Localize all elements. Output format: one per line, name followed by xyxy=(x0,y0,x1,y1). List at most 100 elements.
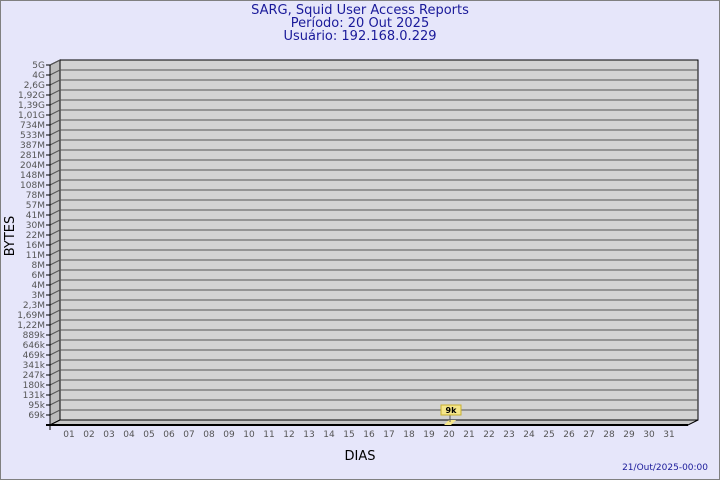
y-tick-label: 533M xyxy=(20,131,45,141)
y-tick-label: 1,22M xyxy=(17,321,45,331)
x-tick-label: 01 xyxy=(63,430,74,440)
y-tick-label: 180k xyxy=(23,381,46,391)
y-axis-label: BYTES xyxy=(3,216,18,257)
x-tick-label: 12 xyxy=(283,430,294,440)
gridline-side xyxy=(49,119,61,126)
gridline-side xyxy=(49,399,61,406)
gridline-side xyxy=(49,349,61,356)
gridline-side xyxy=(49,89,61,96)
x-tick-label: 27 xyxy=(583,430,594,440)
y-tick-label: 387M xyxy=(20,141,45,151)
gridline-side xyxy=(49,289,61,296)
gridline-side xyxy=(49,99,61,106)
y-tick-label: 1,39G xyxy=(18,101,45,111)
x-tick-label: 18 xyxy=(403,430,415,440)
y-tick-label: 1,92G xyxy=(18,91,45,101)
y-tick-label: 22M xyxy=(26,231,45,241)
gridline-side xyxy=(49,229,61,236)
y-tick-label: 646k xyxy=(23,341,46,351)
x-tick-label: 04 xyxy=(123,430,135,440)
y-tick-label: 1,01G xyxy=(18,111,45,121)
gridline-side xyxy=(49,359,61,366)
y-tick-label: 69k xyxy=(28,411,45,421)
x-tick-label: 16 xyxy=(363,430,375,440)
x-tick-label: 25 xyxy=(543,430,554,440)
bar xyxy=(444,420,456,425)
y-tick-label: 2,3M xyxy=(23,301,45,311)
y-tick-label: 889k xyxy=(23,331,46,341)
x-tick-label: 28 xyxy=(603,430,615,440)
gridline-side xyxy=(49,249,61,256)
gridline-side xyxy=(49,379,61,386)
y-tick-label: 5G xyxy=(32,61,45,71)
x-tick-label: 24 xyxy=(523,430,535,440)
x-tick-label: 17 xyxy=(383,430,394,440)
x-tick-label: 22 xyxy=(483,430,494,440)
gridline-side xyxy=(49,329,61,336)
gridline-side xyxy=(49,169,61,176)
gridline-side xyxy=(49,179,61,186)
x-tick-label: 10 xyxy=(243,430,255,440)
x-tick-label: 02 xyxy=(83,430,94,440)
gridline-side xyxy=(49,239,61,246)
y-tick-label: 11M xyxy=(26,251,45,261)
x-tick-label: 23 xyxy=(503,430,514,440)
x-tick-label: 26 xyxy=(563,430,575,440)
x-tick-label: 13 xyxy=(303,430,314,440)
y-tick-label: 3M xyxy=(32,291,46,301)
y-tick-label: 247k xyxy=(23,371,46,381)
gridline-side xyxy=(49,69,61,76)
y-tick-label: 6M xyxy=(32,271,46,281)
gridline-side xyxy=(49,159,61,166)
gridline-side xyxy=(49,199,61,206)
chart-period: Período: 20 Out 2025 xyxy=(290,16,430,31)
gridline-side xyxy=(49,219,61,226)
gridline-side xyxy=(49,129,61,136)
gridline-side xyxy=(49,139,61,146)
x-tick-label: 06 xyxy=(163,430,175,440)
y-tick-label: 1,69M xyxy=(17,311,45,321)
y-tick-label: 734M xyxy=(20,121,45,131)
data-label: 9k xyxy=(446,406,458,415)
gridline-side xyxy=(49,299,61,306)
gridline-side xyxy=(49,109,61,116)
y-tick-label: 281M xyxy=(20,151,45,161)
gridline-side xyxy=(49,389,61,396)
x-tick-label: 03 xyxy=(103,430,114,440)
y-tick-label: 16M xyxy=(26,241,45,251)
y-tick-label: 78M xyxy=(26,191,45,201)
y-tick-label: 131k xyxy=(23,391,46,401)
x-tick-label: 20 xyxy=(443,430,455,440)
gridline-side xyxy=(49,269,61,276)
gridline-side xyxy=(49,149,61,156)
gridline-side xyxy=(49,369,61,376)
x-tick-label: 11 xyxy=(263,430,274,440)
gridline-side xyxy=(49,59,61,66)
timestamp: 21/Out/2025-00:00 xyxy=(622,463,708,473)
y-tick-label: 341k xyxy=(23,361,46,371)
gridline-side xyxy=(49,79,61,86)
x-tick-label: 09 xyxy=(223,430,235,440)
gridline-side xyxy=(49,409,61,416)
y-tick-label: 41M xyxy=(26,211,45,221)
y-tick-label: 108M xyxy=(20,181,45,191)
x-tick-label: 05 xyxy=(143,430,154,440)
chart-title: SARG, Squid User Access Reports xyxy=(251,3,469,18)
data-label-box xyxy=(440,404,462,416)
y-tick-label: 57M xyxy=(26,201,45,211)
x-tick-label: 14 xyxy=(323,430,335,440)
x-tick-label: 30 xyxy=(643,430,655,440)
x-tick-label: 21 xyxy=(463,430,474,440)
x-tick-label: 29 xyxy=(623,430,635,440)
y-tick-label: 4M xyxy=(32,281,46,291)
y-tick-label: 2,6G xyxy=(24,81,45,91)
y-tick-label: 4G xyxy=(32,71,45,81)
x-tick-label: 19 xyxy=(423,430,435,440)
y-tick-label: 8M xyxy=(32,261,46,271)
gridline-side xyxy=(49,339,61,346)
y-tick-label: 95k xyxy=(28,401,45,411)
gridline-side xyxy=(49,309,61,316)
gridline-side xyxy=(49,279,61,286)
x-tick-label: 07 xyxy=(183,430,194,440)
